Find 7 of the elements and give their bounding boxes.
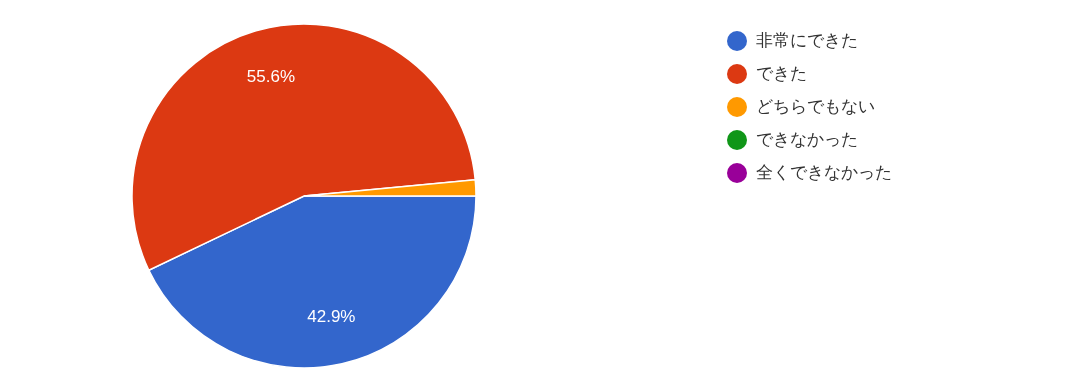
data-label: 55.6% [246, 67, 296, 87]
data-label: 42.9% [307, 307, 356, 327]
legend-label: できなかった [756, 129, 858, 151]
legend-label: 非常にできた [756, 30, 858, 52]
legend-label: どちらでもない [756, 96, 875, 118]
legend-label: 全くできなかった [756, 162, 892, 184]
legend-label: できた [756, 63, 807, 85]
